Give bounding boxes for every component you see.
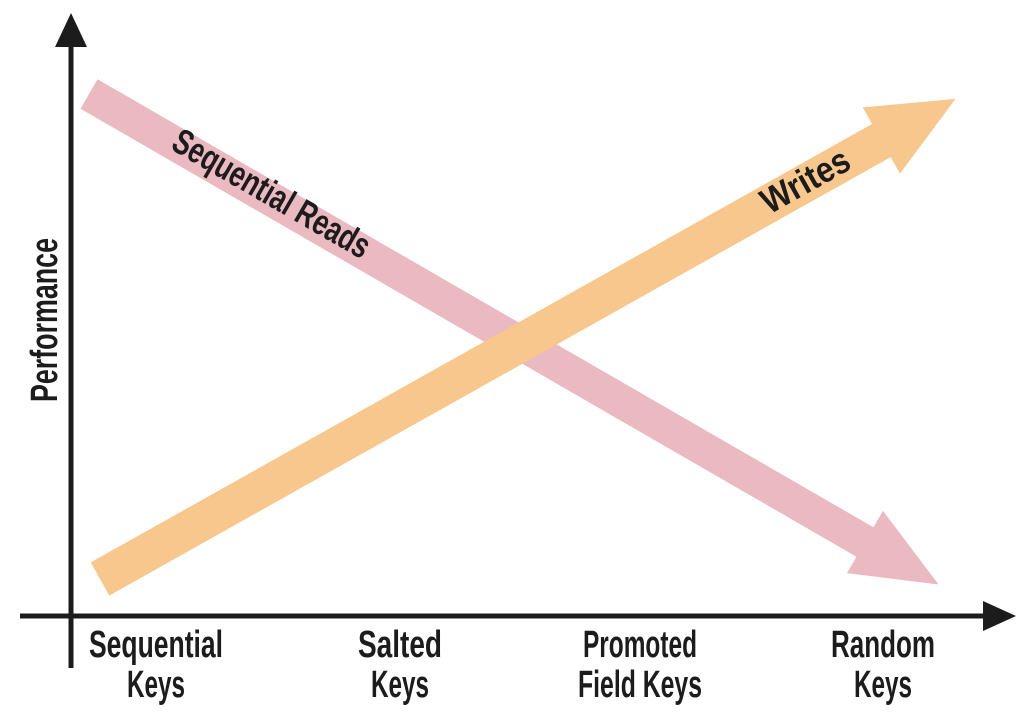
x-axis-category-label-line2: Keys xyxy=(371,664,429,706)
x-axis-category-label-line1: Random xyxy=(831,624,935,666)
writes-arrow-label: Writes xyxy=(753,139,857,222)
writes-arrow xyxy=(90,98,956,596)
y-axis-label: Performance xyxy=(24,238,66,402)
x-axis-category-sequential-keys: Sequential Keys xyxy=(89,624,223,706)
sequential-reads-arrow-label: Sequential Reads xyxy=(166,120,379,267)
x-axis-category-label-line2: Keys xyxy=(854,664,912,706)
y-axis-arrowhead xyxy=(55,13,87,47)
x-axis-category-label-line1: Sequential xyxy=(89,624,223,666)
x-axis-arrowhead xyxy=(983,601,1016,631)
x-axis-category-label-line2: Field Keys xyxy=(578,664,702,706)
x-axis-category-random-keys: Random Keys xyxy=(831,624,935,706)
x-axis-category-salted-keys: Salted Keys xyxy=(358,624,442,706)
x-axis-category-label-line1: Salted xyxy=(358,624,442,666)
x-axis-category-promoted-field-keys: Promoted Field Keys xyxy=(578,624,702,706)
x-axis-category-label-line2: Keys xyxy=(127,664,185,706)
x-axis-category-label-line1: Promoted xyxy=(583,624,697,666)
